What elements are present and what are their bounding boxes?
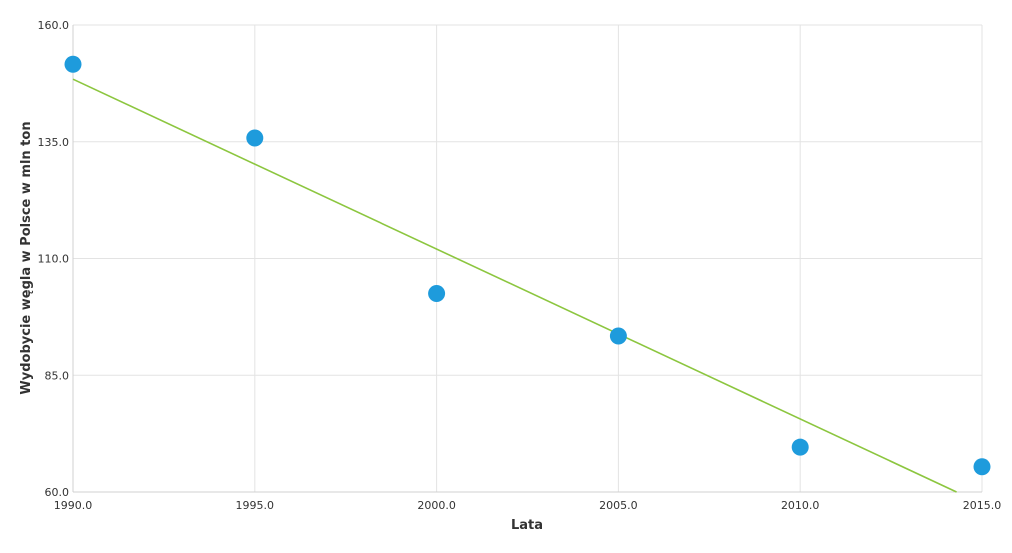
y-tick-label: 85.0	[45, 369, 70, 382]
grid	[72, 24, 983, 493]
y-tick-label: 135.0	[38, 136, 70, 149]
x-tick-label: 2005.0	[599, 499, 638, 512]
x-tick-label: 2015.0	[963, 499, 1002, 512]
data-point	[246, 129, 264, 147]
data-point	[609, 327, 627, 345]
x-tick-label: 1990.0	[54, 499, 93, 512]
y-tick-label: 110.0	[38, 253, 70, 266]
data-point	[64, 55, 82, 73]
data-point	[791, 438, 809, 456]
trendline-layer	[72, 78, 957, 493]
data-point	[428, 285, 446, 303]
tick-labels: 1990.0 1995.0 2000.0 2005.0 2010.0 2015.0 60.0…	[38, 19, 1002, 512]
x-tick-label: 2000.0	[417, 499, 456, 512]
x-axis-title: Lata	[511, 518, 543, 533]
y-axis-title: Wydobycie węgla w Polsce w mln ton	[19, 121, 34, 394]
y-tick-label: 60.0	[45, 486, 70, 499]
data-points	[64, 55, 991, 476]
x-tick-label: 2010.0	[781, 499, 820, 512]
data-point	[973, 458, 991, 476]
y-tick-label: 160.0	[38, 19, 70, 32]
x-tick-label: 1995.0	[236, 499, 275, 512]
trendline	[72, 78, 957, 493]
